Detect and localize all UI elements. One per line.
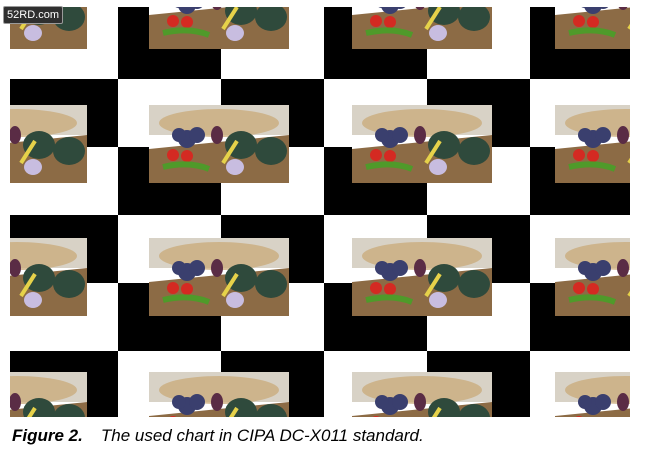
- vegetable-photo: [555, 7, 630, 49]
- vegetable-photo: [149, 7, 289, 49]
- vegetable-photo: [555, 105, 630, 183]
- site-watermark: 52RD.com: [3, 6, 63, 24]
- vegetable-photo: [149, 105, 289, 183]
- vegetable-photo: [352, 238, 492, 316]
- vegetable-photo: [352, 372, 492, 417]
- vegetable-photo: [149, 238, 289, 316]
- vegetable-photo: [555, 372, 630, 417]
- caption-label: Figure 2.: [12, 426, 83, 445]
- chart-figure: [10, 7, 630, 417]
- vegetable-photo: [10, 238, 87, 316]
- vegetable-photo: [352, 105, 492, 183]
- vegetable-photo: [10, 105, 87, 183]
- vegetable-photo: [10, 372, 87, 417]
- caption-text: The used chart in CIPA DC-X011 standard.: [100, 426, 424, 445]
- vegetable-photo: [352, 7, 492, 49]
- vegetable-photo: [555, 238, 630, 316]
- figure-caption: Figure 2. The used chart in CIPA DC-X011 …: [12, 426, 632, 450]
- vegetable-photo: [149, 372, 289, 417]
